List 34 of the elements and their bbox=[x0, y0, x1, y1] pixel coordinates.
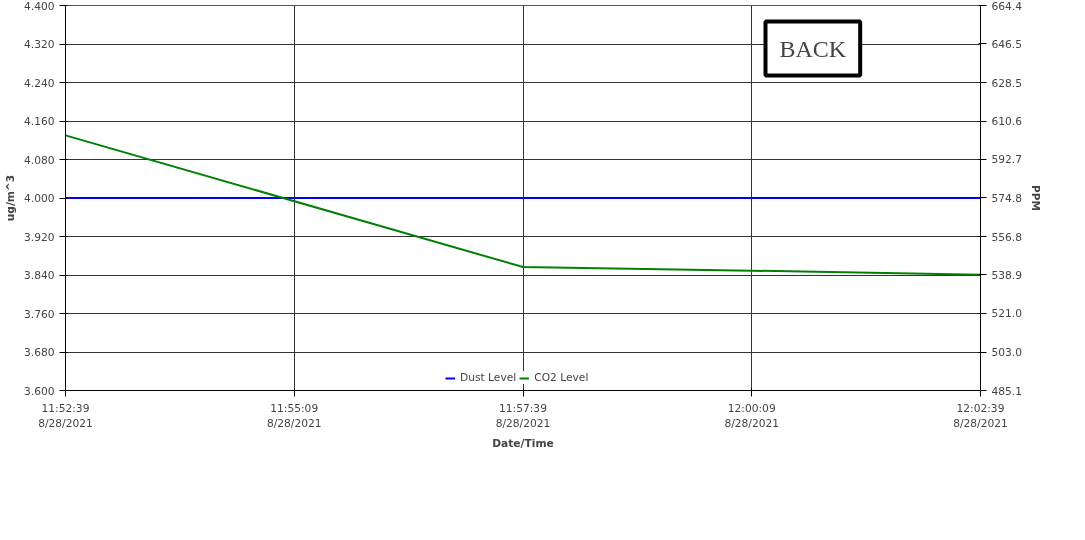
y-tick-label: 4.400 bbox=[23, 0, 55, 13]
y-tick-label: 4.000 bbox=[23, 192, 55, 205]
y-tick-label: 4.160 bbox=[23, 115, 55, 128]
annotation: BACK bbox=[779, 35, 847, 62]
y-tick-label: 3.920 bbox=[23, 230, 55, 244]
y2-tick-label: 556.8 bbox=[991, 230, 1023, 244]
x-tick-label: 11:55:09 8/28/2021 bbox=[266, 401, 322, 431]
x-axis-title: Date/Time bbox=[492, 437, 554, 451]
y-tick-label: 4.080 bbox=[23, 153, 55, 167]
y-tick-label: 3.680 bbox=[23, 346, 55, 359]
y2-tick-label: 628.5 bbox=[991, 76, 1023, 90]
line-series bbox=[65, 134, 981, 276]
y-tick-label: 3.760 bbox=[23, 307, 55, 321]
y-tick-label: 4.320 bbox=[23, 38, 55, 51]
y2-tick-label: 664.4 bbox=[991, 0, 1023, 13]
y2-tick-label: 485.1 bbox=[991, 384, 1023, 398]
x-tick-label: 12:00:09 8/28/2021 bbox=[724, 401, 780, 431]
y2-tick-label: 610.6 bbox=[991, 115, 1023, 129]
y2-axis-title: PPM bbox=[1029, 184, 1043, 212]
y-tick-label: 4.240 bbox=[23, 76, 55, 90]
y2-tick-label: 574.8 bbox=[991, 191, 1023, 205]
legend-label: Dust Level bbox=[460, 371, 517, 384]
y2-tick-label: 538.9 bbox=[991, 268, 1023, 282]
y-tick-label: 3.840 bbox=[23, 269, 55, 282]
y2-tick-label: 592.7 bbox=[991, 153, 1023, 167]
y2-tick-label: 503.0 bbox=[991, 346, 1023, 360]
y2-tick-label: 521.0 bbox=[991, 307, 1023, 321]
y2-tick-label: 646.5 bbox=[991, 37, 1023, 51]
x-tick-label: 11:52:39 8/28/2021 bbox=[38, 401, 93, 431]
legend-label: CO2 Level bbox=[534, 371, 589, 384]
x-tick-label: 11:57:39 8/28/2021 bbox=[495, 401, 551, 431]
y-axis-title: ug/m^3 bbox=[3, 174, 17, 222]
x-tick-label: 12:02:39 8/28/2021 bbox=[953, 401, 1008, 431]
y-tick-label: 3.600 bbox=[23, 384, 55, 398]
